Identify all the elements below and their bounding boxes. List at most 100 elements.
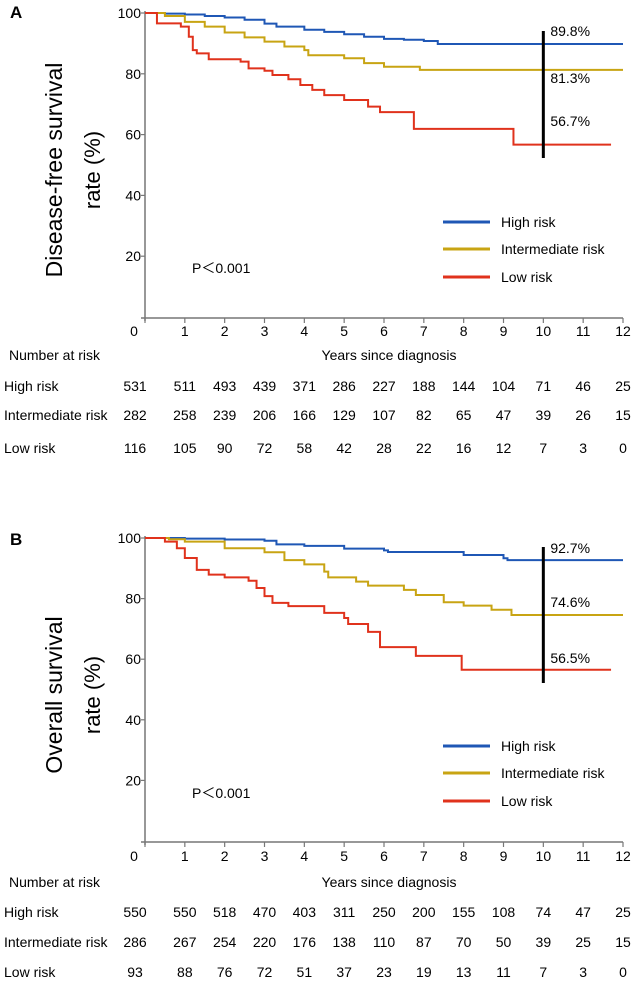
survival-annotation-intermediate: 81.3% [550,70,590,86]
risk-count: 258 [173,407,197,423]
legend-label: High risk [501,738,556,754]
x-tick-label: 11 [576,848,591,864]
survival-annotation-high: 89.8% [550,23,590,39]
risk-count: 138 [332,934,356,950]
risk-count: 550 [123,904,147,920]
x-tick-label: 10 [536,848,552,864]
x-tick-label: 12 [615,323,631,339]
risk-count: 254 [213,934,237,950]
x-tick-label: 6 [380,848,388,864]
x-tick-label: 9 [500,323,508,339]
risk-count: 116 [124,440,147,456]
risk-count: 72 [257,440,273,456]
x-tick-label: 5 [340,848,348,864]
y-axis-label: rate (%) [80,131,105,209]
risk-count: 37 [336,964,352,980]
risk-count: 19 [416,964,432,980]
risk-count: 3 [579,440,587,456]
risk-count: 176 [293,934,317,950]
risk-count: 39 [536,934,552,950]
risk-count: 46 [575,378,591,394]
legend-label: Low risk [501,793,553,809]
y-tick-label: 100 [118,5,142,21]
risk-count: 50 [496,934,512,950]
risk-count: 518 [213,904,237,920]
risk-count: 47 [575,904,591,920]
risk-count: 51 [297,964,313,980]
risk-count: 403 [293,904,317,920]
risk-table-row: Intermediate risk 286 267 254 220 176 138 110 87… [4,934,631,950]
risk-count: 155 [452,904,476,920]
risk-count: 493 [213,378,237,394]
risk-count: 25 [615,378,631,394]
risk-row-label: Intermediate risk [4,407,108,423]
risk-row-label: Low risk [4,440,56,456]
risk-count: 76 [217,964,233,980]
y-tick-label: 80 [125,591,141,607]
survival-annotation-low: 56.7% [550,113,590,129]
risk-count: 15 [615,407,631,423]
risk-count: 108 [492,904,516,920]
risk-count: 286 [123,934,147,950]
x-tick-label: 8 [460,848,468,864]
risk-count: 250 [372,904,396,920]
x-tick-label: 1 [181,848,189,864]
risk-count: 511 [174,378,197,394]
risk-count: 26 [575,407,591,423]
x-tick-label: 1 [181,323,189,339]
risk-count: 0 [619,440,627,456]
risk-count: 90 [217,440,233,456]
risk-count: 58 [297,440,313,456]
risk-count: 39 [536,407,552,423]
risk-count: 11 [496,964,511,980]
risk-count: 65 [456,407,472,423]
risk-count: 12 [496,440,512,456]
series-line-low [145,537,612,671]
y-tick-label: 60 [125,127,141,143]
risk-count: 206 [253,407,277,423]
risk-count: 7 [539,440,547,456]
risk-row-label: High risk [4,904,59,920]
risk-count: 7 [539,964,547,980]
y-axis-label: Disease-free survival [41,63,67,278]
risk-count: 144 [452,378,476,394]
panel-label: B [10,530,22,549]
x-tick-label: 7 [420,323,428,339]
y-tick-label: 100 [118,530,142,546]
x-tick-label: 3 [261,323,269,339]
x-tick-label: 0 [130,323,138,339]
risk-count: 371 [293,378,317,394]
risk-row-label: High risk [4,378,59,394]
survival-annotation-low: 56.5% [550,650,590,666]
risk-count: 550 [173,904,197,920]
series-line-intermediate [145,537,623,616]
x-tick-label: 7 [420,848,428,864]
y-tick-label: 20 [125,248,141,264]
risk-count: 239 [213,407,237,423]
risk-count: 25 [615,904,631,920]
risk-count: 188 [412,378,436,394]
risk-count: 88 [177,964,193,980]
risk-table-row: Low risk 93 88 76 72 51 37 23 19 13 11 7 3 0 [4,964,627,980]
risk-count: 0 [619,964,627,980]
y-axis-label: Overall survival [41,616,67,773]
risk-count: 107 [372,407,396,423]
risk-count: 82 [416,407,432,423]
risk-count: 311 [333,904,356,920]
risk-count: 74 [536,904,552,920]
risk-count: 220 [253,934,277,950]
risk-table-row: Low risk 116 105 90 72 58 42 28 22 16 12 7 3 0 [4,440,627,456]
x-axis-label: Years since diagnosis [322,874,457,890]
x-tick-label: 11 [576,323,591,339]
legend-label: Intermediate risk [501,241,605,257]
risk-count: 470 [253,904,277,920]
risk-count: 28 [376,440,392,456]
p-value-label: P＜0.001 [192,260,251,276]
survival-annotation-intermediate: 74.6% [550,594,590,610]
x-tick-label: 12 [615,848,631,864]
legend-label: Low risk [501,269,553,285]
y-tick-label: 20 [125,772,141,788]
